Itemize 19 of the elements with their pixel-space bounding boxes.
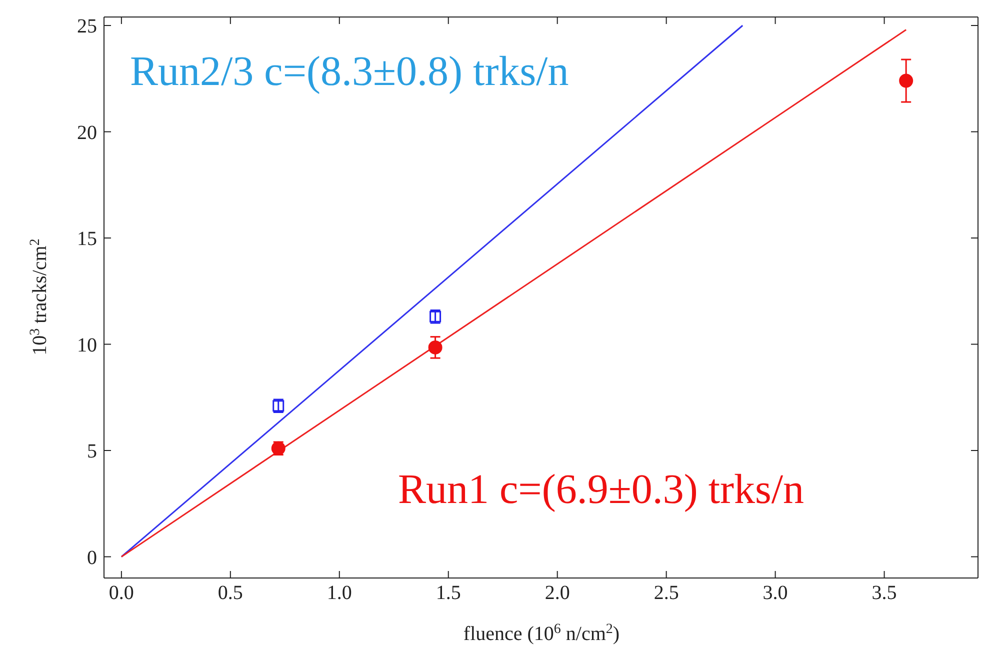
x-tick-label: 3.5 bbox=[872, 582, 897, 604]
point bbox=[428, 340, 442, 354]
y-tick-label: 5 bbox=[87, 440, 97, 463]
x-tick-label: 3.0 bbox=[762, 582, 788, 604]
point bbox=[899, 74, 914, 88]
annotation: Run2/3 c=(8.3±0.8) trks/n bbox=[130, 48, 569, 96]
x-tick-label: 1.5 bbox=[436, 582, 461, 604]
x-tick-label: 0.0 bbox=[108, 582, 134, 604]
annotation: Run1 c=(6.9±0.3) trks/n bbox=[398, 466, 804, 514]
y-tick-label: 0 bbox=[87, 546, 97, 569]
x-tick-label: 0.5 bbox=[218, 582, 243, 604]
y-tick-label: 25 bbox=[77, 16, 97, 38]
y-tick-label: 10 bbox=[77, 334, 97, 356]
y-tick-label: 15 bbox=[77, 228, 97, 250]
x-tick-label: 2.0 bbox=[544, 582, 570, 604]
x-axis-title: fluence (10$^{6}$ n/cm$^{2}$) bbox=[463, 622, 620, 645]
x-tick-label: 1.0 bbox=[326, 582, 352, 604]
y-tick-label: 20 bbox=[77, 122, 97, 144]
x-tick-label: 2.5 bbox=[654, 582, 679, 604]
